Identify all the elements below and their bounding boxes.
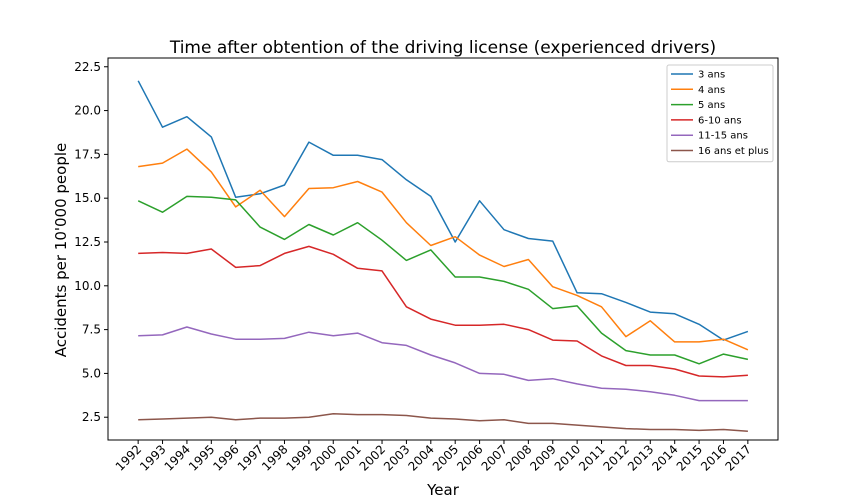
- y-axis-title: Accidents per 10'000 people: [52, 143, 70, 358]
- x-tick-label: 2005: [430, 442, 461, 473]
- x-tick-label: 2010: [552, 442, 583, 473]
- x-tick-label: 2016: [698, 442, 729, 473]
- x-tick-label: 2000: [308, 442, 339, 473]
- y-tick-label: 20.0: [74, 104, 101, 118]
- series-line-5: [138, 412, 748, 432]
- x-tick-label: 2004: [405, 442, 436, 473]
- chart-title: Time after obtention of the driving lice…: [169, 38, 716, 58]
- series-line-0: [137, 80, 749, 341]
- x-tick-label: 2002: [357, 442, 388, 473]
- legend-label: 11-15 ans: [698, 131, 748, 142]
- legend-label: 6-10 ans: [698, 115, 742, 126]
- legend: 3 ans 4 ans 5 ans 6-10 ans 11-15 ans 16 ans e…: [666, 64, 774, 163]
- legend-label: 3 ans: [698, 70, 725, 81]
- y-tick-label: 5.0: [82, 366, 101, 380]
- x-tick-label: 1998: [259, 442, 290, 473]
- x-tick-label: 2017: [722, 442, 753, 473]
- x-tick-label: 1992: [113, 442, 144, 473]
- series-line-1: [138, 148, 749, 351]
- x-tick-label: 2009: [527, 442, 558, 473]
- series-line-3: [138, 245, 748, 378]
- x-tick-label: 1993: [137, 442, 168, 473]
- x-tick-label: 2003: [381, 442, 412, 473]
- x-tick-label: 2011: [576, 442, 607, 473]
- x-tick-label: 2014: [649, 442, 680, 473]
- x-tick-label: 1995: [186, 442, 217, 473]
- legend-label: 4 ans: [698, 85, 725, 96]
- x-tick-label: 1999: [283, 442, 314, 473]
- x-tick-label: 1996: [210, 442, 241, 473]
- legend-label: 16 ans et plus: [698, 146, 769, 157]
- y-tick-label: 17.5: [74, 147, 101, 161]
- x-tick-label: 2015: [674, 442, 705, 473]
- series-line-4: [138, 326, 748, 402]
- series-line-2: [137, 195, 749, 365]
- y-tick-label: 15.0: [74, 191, 101, 205]
- legend-label: 5 ans: [698, 100, 725, 111]
- x-tick-label: 1994: [162, 442, 193, 473]
- y-tick-label: 10.0: [74, 279, 101, 293]
- y-tick-label: 2.5: [82, 410, 101, 424]
- y-tick-label: 7.5: [82, 323, 101, 337]
- x-tick-label: 2012: [601, 442, 632, 473]
- legend-box: [666, 64, 774, 163]
- x-tick-label: 1997: [235, 442, 266, 473]
- x-axis-title: Year: [426, 481, 460, 499]
- x-tick-label: 2001: [332, 442, 363, 473]
- x-tick-label: 2013: [625, 442, 656, 473]
- plot-frame: [107, 57, 779, 441]
- x-tick-label: 2006: [454, 442, 485, 473]
- x-tick-label: 2008: [503, 442, 534, 473]
- x-tick-label: 2007: [479, 442, 510, 473]
- y-tick-label: 22.5: [74, 60, 101, 74]
- y-tick-label: 12.5: [74, 235, 101, 249]
